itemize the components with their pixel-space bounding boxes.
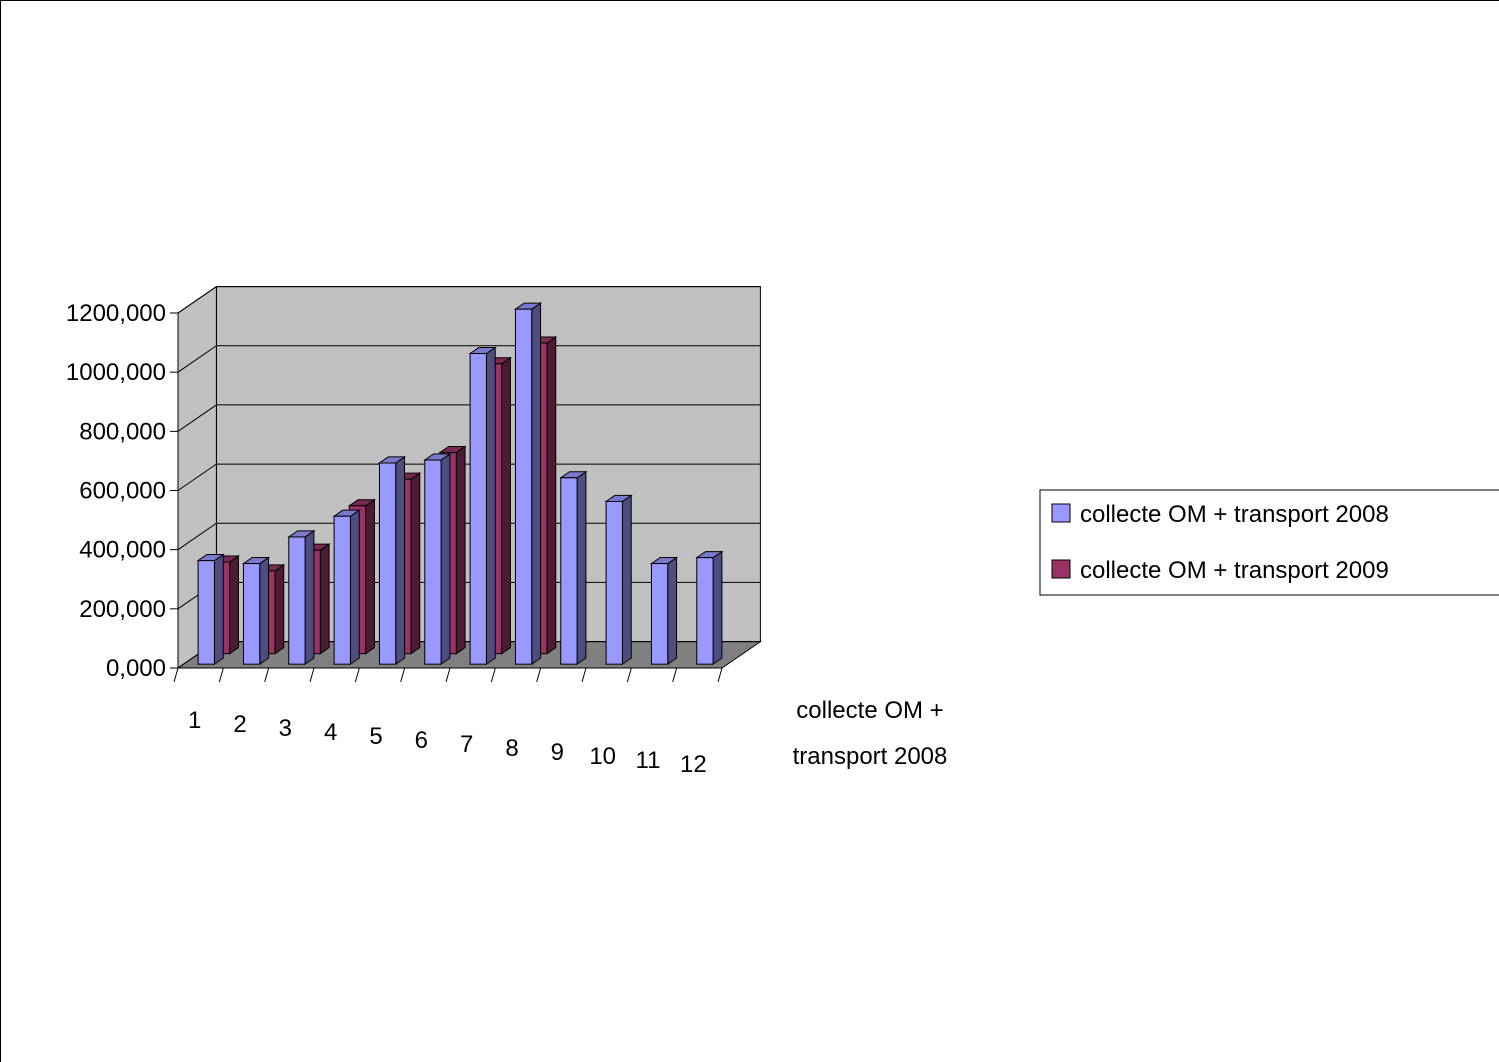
x-tick xyxy=(400,667,406,683)
y-tick-label: 1200,000 xyxy=(66,300,166,327)
grid-line xyxy=(177,345,761,373)
legend-label: collecte OM + transport 2008 xyxy=(1080,501,1389,528)
bar-side xyxy=(440,453,451,666)
grid-line xyxy=(177,404,761,432)
bar-side xyxy=(259,556,270,666)
bar-side xyxy=(712,550,723,666)
legend-label: collecte OM + transport 2009 xyxy=(1080,557,1389,584)
bar xyxy=(560,477,578,665)
bar-side xyxy=(455,445,466,655)
bar-side xyxy=(274,563,285,655)
y-tick-label: 400,000 xyxy=(79,537,166,564)
x-tick-label: 10 xyxy=(589,743,616,770)
bar-side xyxy=(410,472,421,655)
y-tick-label: 600,000 xyxy=(79,478,166,505)
x-tick xyxy=(264,667,270,683)
bar xyxy=(378,462,397,665)
x-tick xyxy=(672,667,678,683)
bar xyxy=(424,459,442,665)
bar-side xyxy=(485,346,496,666)
x-tick-label: 11 xyxy=(636,747,661,774)
bar xyxy=(514,308,533,665)
bar xyxy=(605,500,623,665)
x-tick xyxy=(717,667,723,683)
x-tick xyxy=(218,667,224,683)
x-tick-label: 7 xyxy=(460,731,473,758)
legend-swatch xyxy=(1051,503,1071,523)
bar-side xyxy=(319,543,330,655)
x-tick xyxy=(626,667,632,683)
x-tick xyxy=(490,667,496,683)
x-tick-label: 1 xyxy=(188,707,201,734)
x-tick-label: 9 xyxy=(551,739,564,766)
bar xyxy=(197,560,215,665)
bar xyxy=(242,563,261,665)
bar-side xyxy=(576,470,587,666)
bar-side xyxy=(546,336,557,655)
x-tick xyxy=(173,667,179,683)
x-tick-label: 12 xyxy=(680,751,707,778)
bar-side xyxy=(621,494,632,666)
bar-side xyxy=(349,509,360,666)
grid-line xyxy=(177,286,761,314)
x-tick-label: 6 xyxy=(415,727,428,754)
x-tick xyxy=(309,667,315,683)
x-tick-label: 2 xyxy=(233,711,246,738)
bar-side xyxy=(667,556,678,666)
x-tick xyxy=(581,667,587,683)
bar-side xyxy=(229,554,239,655)
x-tick-label: 8 xyxy=(505,735,518,762)
y-tick-label: 200,000 xyxy=(79,596,166,623)
legend-box xyxy=(1039,489,1499,596)
bar xyxy=(469,353,487,665)
legend-swatch xyxy=(1051,559,1071,579)
x-tick xyxy=(536,667,542,683)
bar xyxy=(288,536,306,665)
bar-side xyxy=(395,455,406,666)
depth-axis-label: collecte OM + transport 2008 xyxy=(792,697,948,770)
y-tick-label: 1000,000 xyxy=(66,359,166,386)
x-tick-label: 5 xyxy=(369,723,382,750)
bar xyxy=(696,557,714,665)
y-tick-label: 800,000 xyxy=(79,418,166,445)
bar-side xyxy=(531,302,542,666)
x-tick xyxy=(354,667,360,683)
bar xyxy=(650,563,669,665)
grid-line xyxy=(177,463,761,491)
bar xyxy=(333,515,351,665)
x-tick-label: 3 xyxy=(279,715,292,742)
bar-side xyxy=(501,356,511,655)
bar-side xyxy=(304,529,315,666)
y-tick-label: 0,000 xyxy=(106,655,166,682)
x-tick-label: 4 xyxy=(324,719,337,746)
bar-side xyxy=(213,553,224,666)
x-tick xyxy=(445,667,451,683)
bar-side xyxy=(365,498,375,655)
